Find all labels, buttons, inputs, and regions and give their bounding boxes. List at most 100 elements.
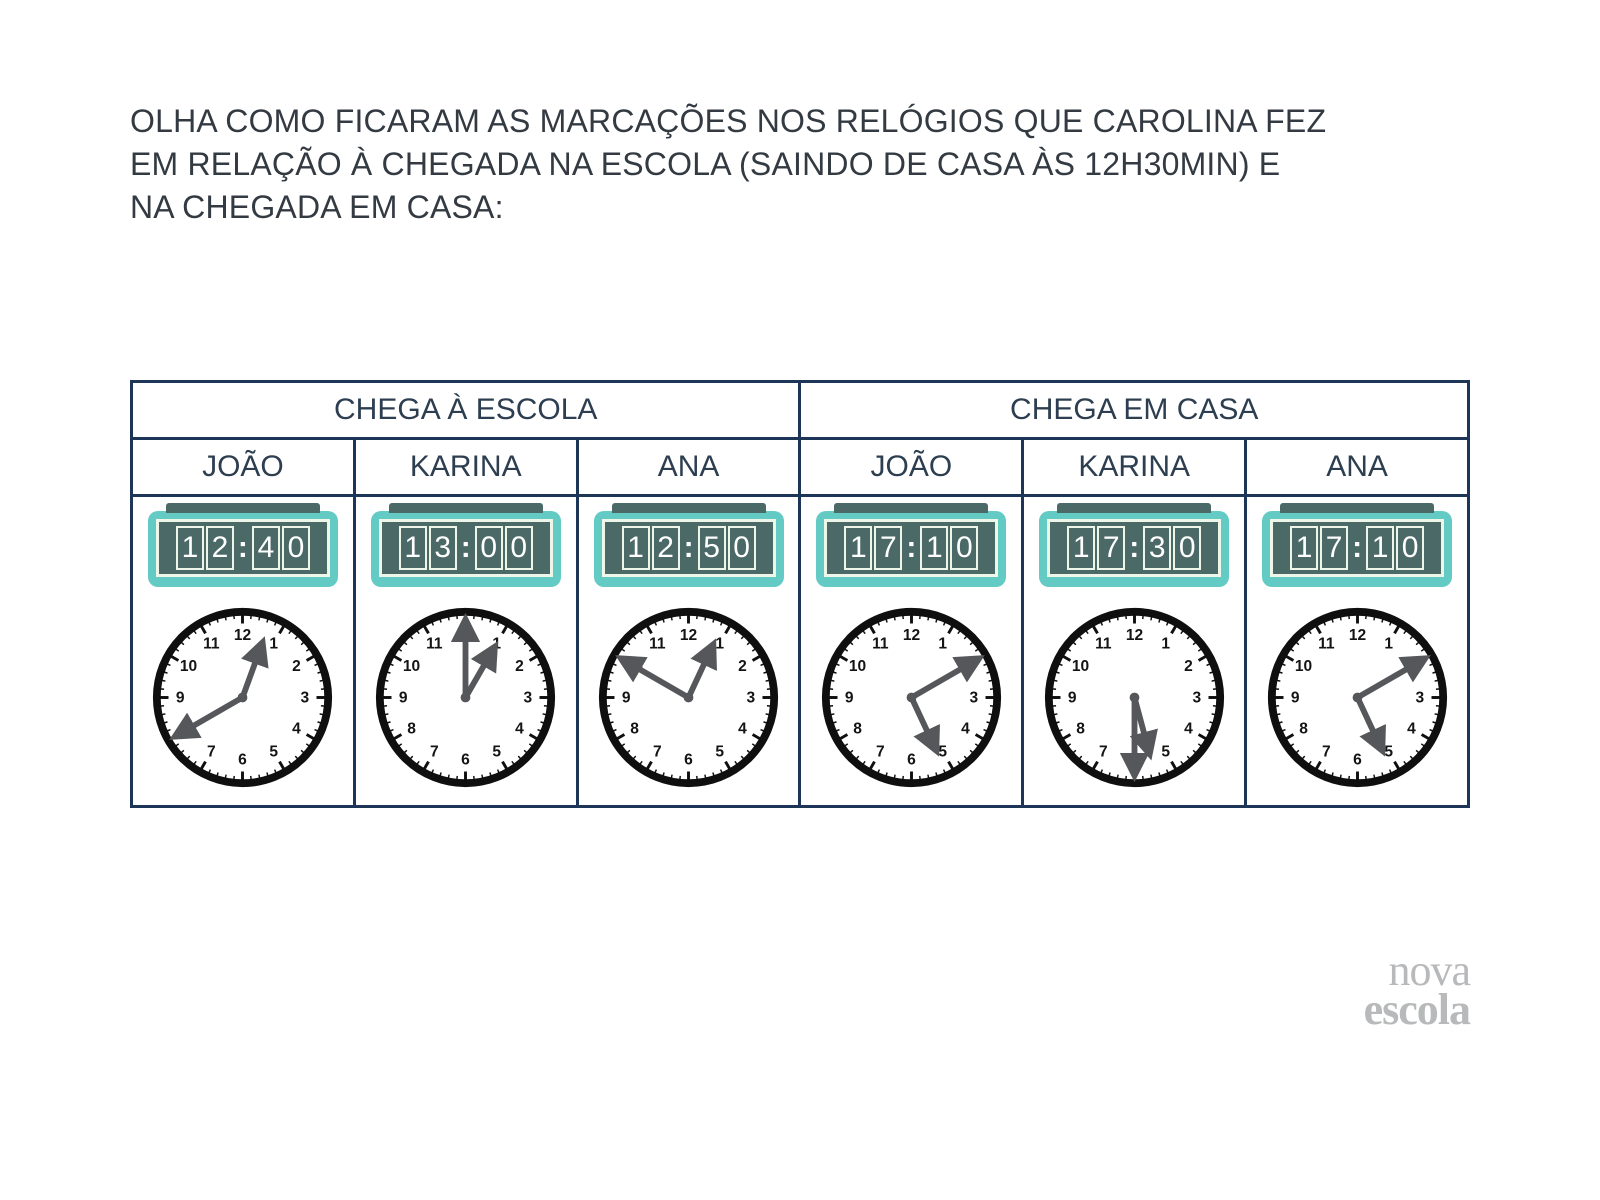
digital-colon: : xyxy=(236,531,250,565)
svg-text:11: 11 xyxy=(204,635,221,652)
digital-digit: 1 xyxy=(1366,526,1394,570)
svg-text:3: 3 xyxy=(1415,689,1424,706)
digital-digit: 0 xyxy=(1396,526,1424,570)
digital-digit: 5 xyxy=(698,526,726,570)
name-header: KARINA xyxy=(1023,438,1246,495)
digital-clock: 17:30 xyxy=(1039,511,1229,587)
svg-text:5: 5 xyxy=(938,743,947,760)
digital-clock: 17:10 xyxy=(1262,511,1452,587)
analog-clock: 123456789101112 xyxy=(1042,605,1227,790)
svg-text:5: 5 xyxy=(1161,743,1170,760)
digital-digit: 0 xyxy=(728,526,756,570)
clock-cell: 12:40123456789101112 xyxy=(132,495,355,806)
svg-text:4: 4 xyxy=(961,720,970,737)
clock-cell: 12:50123456789101112 xyxy=(577,495,800,806)
svg-text:12: 12 xyxy=(234,627,252,644)
digital-digit: 1 xyxy=(920,526,948,570)
digital-colon: : xyxy=(1350,531,1364,565)
analog-clock: 123456789101112 xyxy=(1265,605,1450,790)
svg-text:3: 3 xyxy=(524,689,533,706)
svg-text:1: 1 xyxy=(270,635,279,652)
analog-clock: 123456789101112 xyxy=(373,605,558,790)
svg-text:12: 12 xyxy=(1348,627,1366,644)
digital-digit: 1 xyxy=(844,526,872,570)
svg-text:10: 10 xyxy=(1072,658,1090,675)
digital-digit: 3 xyxy=(429,526,457,570)
svg-text:5: 5 xyxy=(493,743,502,760)
svg-text:11: 11 xyxy=(426,635,443,652)
svg-text:8: 8 xyxy=(630,720,639,737)
digital-digit: 1 xyxy=(176,526,204,570)
digital-digit: 1 xyxy=(622,526,650,570)
svg-text:8: 8 xyxy=(1299,720,1308,737)
digital-digit: 0 xyxy=(505,526,533,570)
digital-digit: 3 xyxy=(1143,526,1171,570)
svg-text:6: 6 xyxy=(684,751,693,768)
name-header: ANA xyxy=(1246,438,1469,495)
svg-text:3: 3 xyxy=(301,689,310,706)
svg-text:9: 9 xyxy=(1068,689,1077,706)
analog-clock: 123456789101112 xyxy=(596,605,781,790)
svg-text:8: 8 xyxy=(407,720,416,737)
digital-digit: 2 xyxy=(652,526,680,570)
svg-text:1: 1 xyxy=(493,635,502,652)
svg-text:4: 4 xyxy=(1184,720,1193,737)
svg-text:6: 6 xyxy=(907,751,916,768)
clock-cell: 17:10123456789101112 xyxy=(1246,495,1469,806)
svg-text:11: 11 xyxy=(649,635,666,652)
svg-text:9: 9 xyxy=(622,689,631,706)
svg-text:6: 6 xyxy=(461,751,470,768)
svg-text:11: 11 xyxy=(872,635,889,652)
digital-digit: 7 xyxy=(874,526,902,570)
digital-colon: : xyxy=(682,531,696,565)
digital-digit: 2 xyxy=(206,526,234,570)
digital-clock: 12:40 xyxy=(148,511,338,587)
svg-text:1: 1 xyxy=(1161,635,1170,652)
digital-digit: 0 xyxy=(1173,526,1201,570)
svg-text:5: 5 xyxy=(1384,743,1393,760)
svg-text:9: 9 xyxy=(399,689,408,706)
svg-text:10: 10 xyxy=(403,658,421,675)
svg-text:1: 1 xyxy=(715,635,724,652)
digital-digit: 0 xyxy=(282,526,310,570)
svg-text:9: 9 xyxy=(176,689,185,706)
svg-text:2: 2 xyxy=(293,658,302,675)
digital-colon: : xyxy=(1127,531,1141,565)
digital-digit: 0 xyxy=(950,526,978,570)
svg-text:6: 6 xyxy=(239,751,248,768)
digital-colon: : xyxy=(459,531,473,565)
svg-text:3: 3 xyxy=(1192,689,1201,706)
svg-text:1: 1 xyxy=(938,635,947,652)
prompt-text: OLHA COMO FICARAM AS MARCAÇÕES NOS RELÓG… xyxy=(130,100,1330,230)
svg-text:8: 8 xyxy=(1076,720,1085,737)
analog-clock: 123456789101112 xyxy=(819,605,1004,790)
digital-clock: 12:50 xyxy=(594,511,784,587)
svg-text:5: 5 xyxy=(715,743,724,760)
name-header: JOÃO xyxy=(800,438,1023,495)
svg-text:7: 7 xyxy=(430,743,439,760)
svg-text:7: 7 xyxy=(1322,743,1331,760)
svg-text:1: 1 xyxy=(1384,635,1393,652)
svg-text:7: 7 xyxy=(1099,743,1108,760)
svg-text:2: 2 xyxy=(515,658,524,675)
svg-text:11: 11 xyxy=(1318,635,1335,652)
svg-text:7: 7 xyxy=(207,743,216,760)
svg-text:4: 4 xyxy=(1407,720,1416,737)
name-header: JOÃO xyxy=(132,438,355,495)
digital-colon: : xyxy=(904,531,918,565)
svg-text:11: 11 xyxy=(1095,635,1112,652)
digital-clock: 13:00 xyxy=(371,511,561,587)
svg-text:9: 9 xyxy=(845,689,854,706)
clock-cell: 17:30123456789101112 xyxy=(1023,495,1246,806)
svg-text:6: 6 xyxy=(1353,751,1362,768)
svg-text:9: 9 xyxy=(1290,689,1299,706)
digital-digit: 7 xyxy=(1097,526,1125,570)
svg-text:10: 10 xyxy=(849,658,867,675)
svg-text:7: 7 xyxy=(653,743,662,760)
svg-text:10: 10 xyxy=(180,658,198,675)
svg-text:4: 4 xyxy=(738,720,747,737)
header-group-1: CHEGA À ESCOLA xyxy=(132,381,800,438)
brand-logo: nova escola xyxy=(1364,951,1470,1030)
svg-text:12: 12 xyxy=(903,627,921,644)
header-group-2: CHEGA EM CASA xyxy=(800,381,1469,438)
